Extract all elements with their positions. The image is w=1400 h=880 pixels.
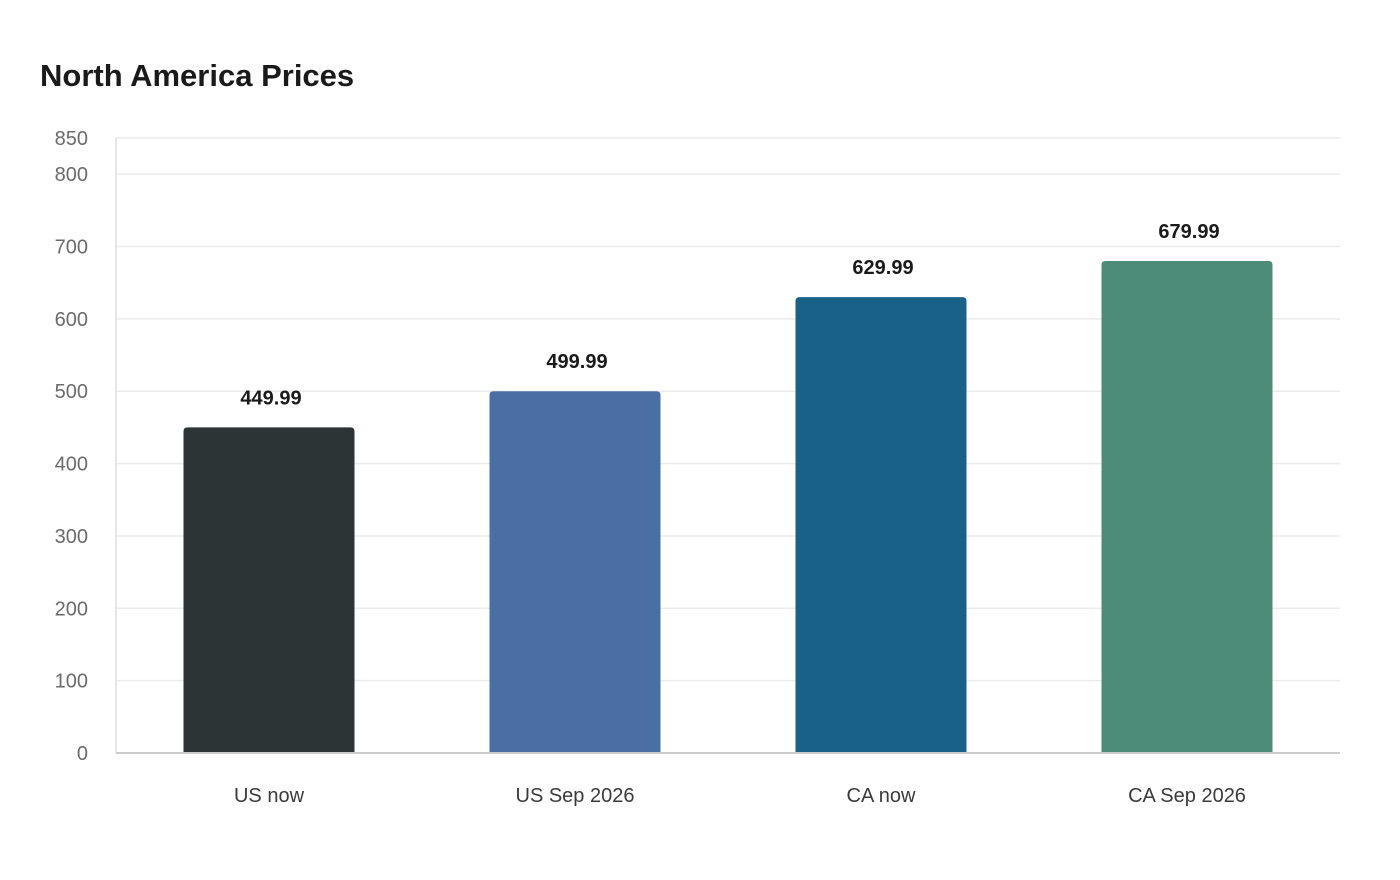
x-tick-label: CA Sep 2026	[1128, 785, 1246, 807]
y-axis: 0 100 200 300 400 500 600 700 800 850	[55, 128, 117, 765]
y-tick-label: 0	[77, 743, 88, 765]
y-tick-label: 500	[55, 381, 88, 403]
bar	[489, 391, 661, 753]
y-tick-label: 850	[55, 128, 88, 150]
y-tick-label: 700	[55, 237, 88, 259]
y-tick-label: 100	[55, 671, 88, 693]
x-tick-label: US now	[234, 785, 305, 807]
x-tick-label: US Sep 2026	[516, 785, 635, 807]
y-tick-label: 800	[55, 164, 88, 186]
x-axis: US now US Sep 2026 CA now CA Sep 2026	[116, 752, 1340, 807]
bar-value-label: 629.99	[852, 257, 913, 279]
y-tick-label: 300	[55, 526, 88, 548]
bar-value-label: 679.99	[1158, 221, 1219, 243]
bar	[1101, 261, 1273, 753]
bars: 449.99 499.99 629.99 679.99	[183, 221, 1273, 753]
y-tick-label: 400	[55, 454, 88, 476]
bar-value-label: 499.99	[546, 351, 607, 373]
x-tick-label: CA now	[847, 785, 916, 807]
bar	[183, 427, 355, 753]
chart-title: North America Prices	[40, 58, 355, 93]
bar-value-label: 449.99	[240, 387, 301, 409]
bar	[795, 297, 967, 753]
y-tick-label: 200	[55, 598, 88, 620]
y-tick-label: 600	[55, 309, 88, 331]
